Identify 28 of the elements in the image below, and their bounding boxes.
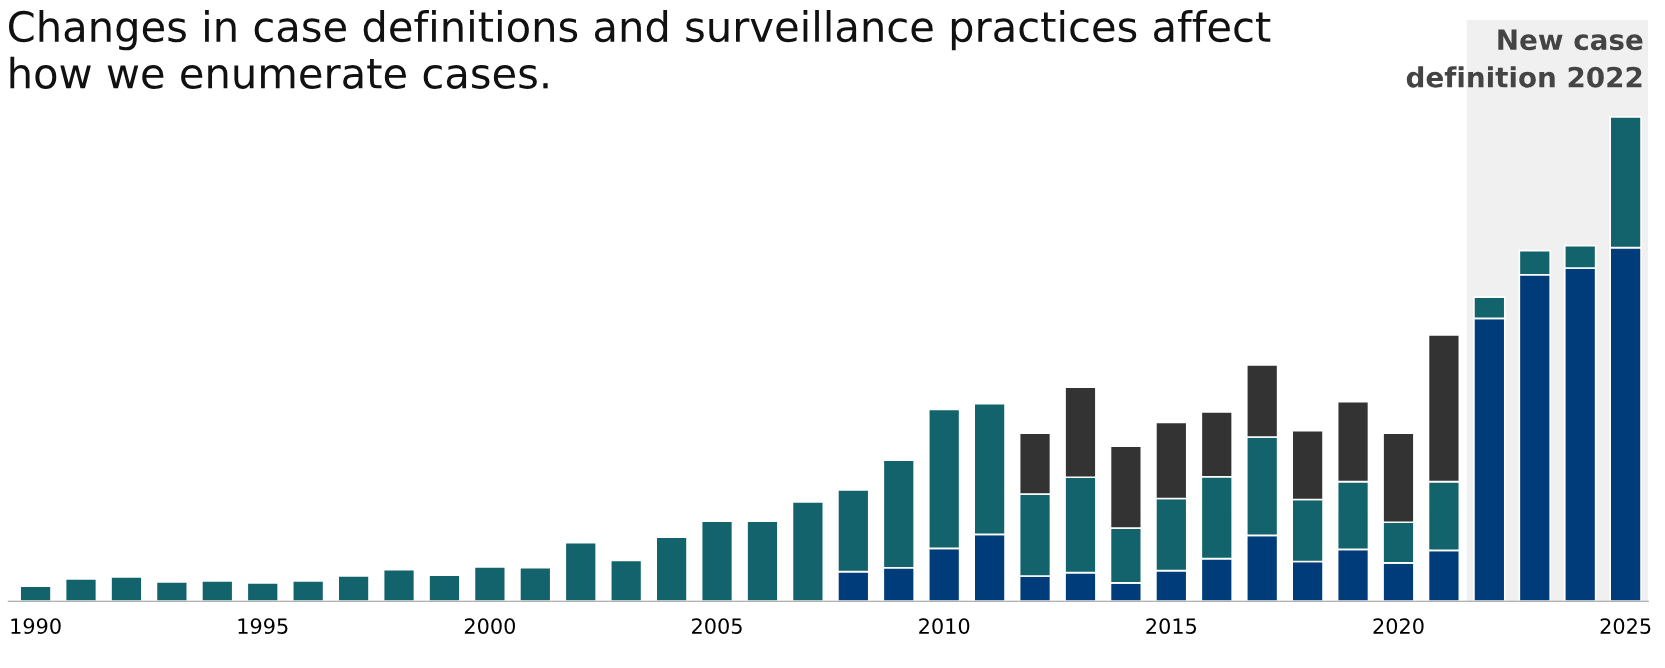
bar (473, 565, 507, 602)
bar (291, 580, 325, 602)
bar (155, 580, 189, 602)
band-label: New case definition 2022 (1406, 29, 1643, 88)
bar (110, 576, 143, 602)
bar (700, 520, 734, 602)
x-tick-label: 2015 (1146, 618, 1197, 634)
bar (64, 578, 98, 602)
x-tick-label: 2005 (692, 618, 742, 634)
bar (609, 559, 643, 602)
chart-title: Changes in case definitions and surveillance practices affect how we enumerate cases. (9, 10, 1271, 89)
bar (19, 585, 52, 602)
bar (428, 574, 461, 602)
bar (564, 541, 598, 602)
x-tick-label: 2020 (1373, 618, 1424, 634)
bar (337, 575, 370, 602)
bar (746, 520, 779, 602)
bar (201, 580, 234, 602)
bar (791, 501, 825, 602)
x-tick-label: 2025 (1600, 618, 1651, 634)
x-tick-label: 2010 (919, 618, 970, 634)
bar (246, 581, 280, 602)
bar (655, 536, 688, 602)
bar (382, 568, 416, 602)
x-tick-label: 1990 (11, 618, 61, 634)
bar (519, 566, 552, 602)
x-tick-label: 1995 (238, 618, 288, 634)
x-tick-label: 2000 (464, 618, 516, 634)
